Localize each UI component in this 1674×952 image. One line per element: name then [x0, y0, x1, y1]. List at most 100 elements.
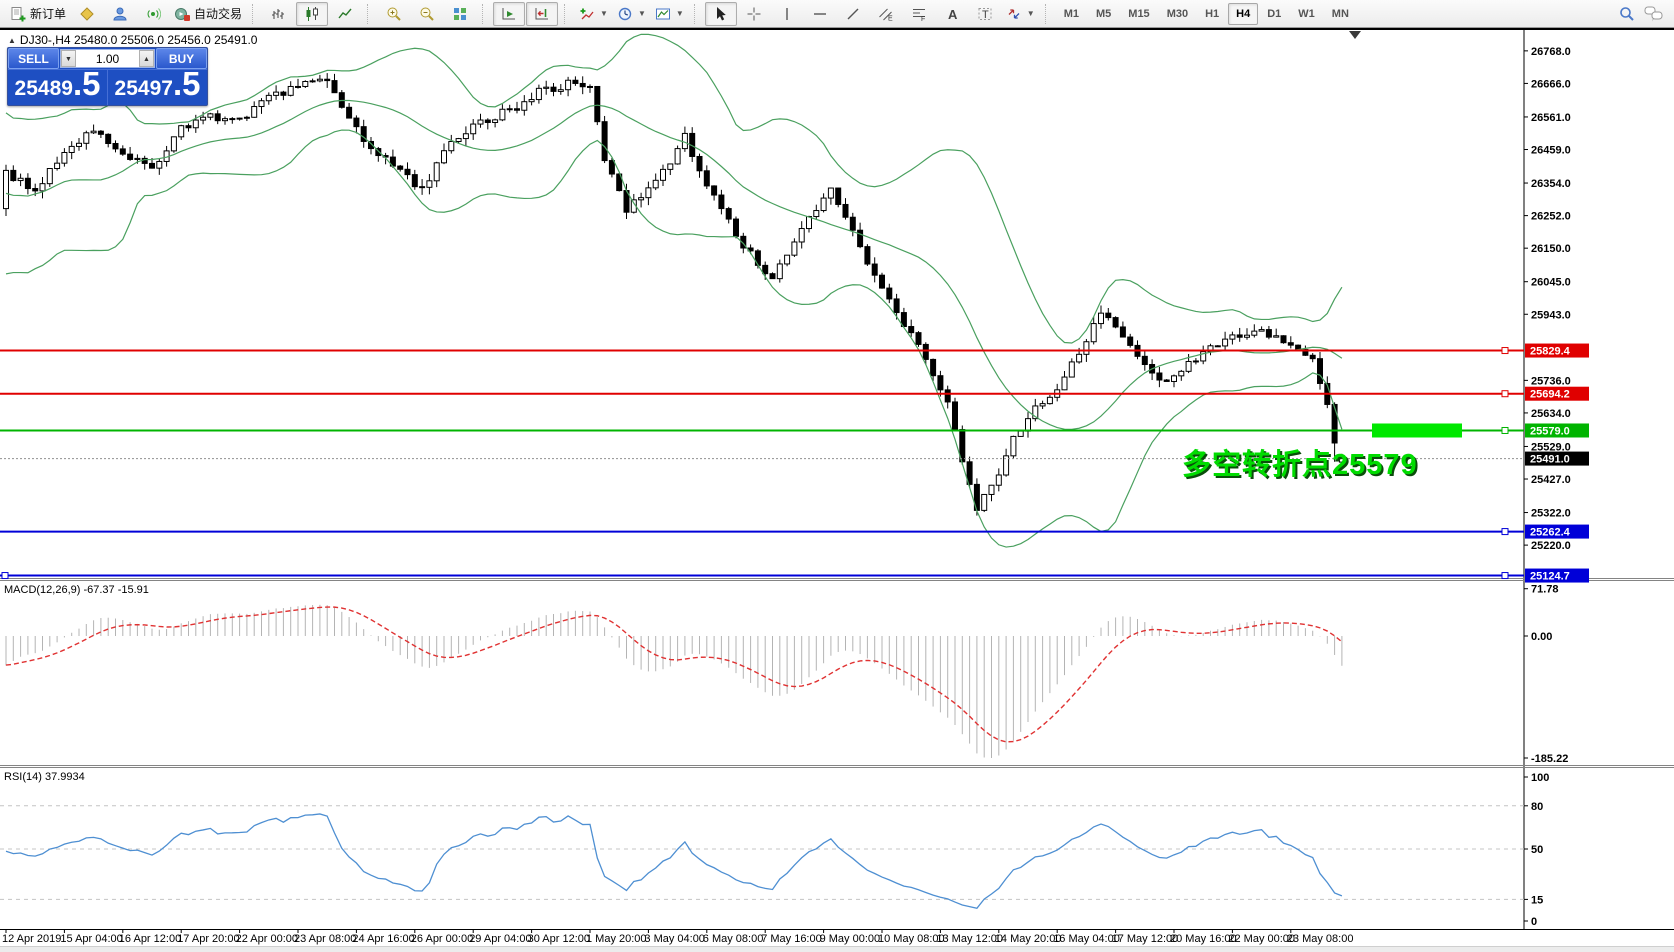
fibonacci-tool-button[interactable]: F	[903, 2, 935, 26]
svg-text:25322.0: 25322.0	[1531, 508, 1571, 520]
svg-text:17 May 12:00: 17 May 12:00	[1112, 933, 1179, 945]
svg-text:13 May 12:00: 13 May 12:00	[936, 933, 1003, 945]
svg-text:25220.0: 25220.0	[1531, 540, 1571, 552]
annotation-text[interactable]: 多空转折点25579	[1182, 449, 1418, 481]
svg-text:25124.7: 25124.7	[1530, 571, 1570, 583]
timeframe-m15[interactable]: M15	[1128, 7, 1150, 20]
svg-text:6 May 08:00: 6 May 08:00	[703, 933, 764, 945]
chart-shift-button[interactable]	[526, 1, 559, 26]
vertical-line-tool-button[interactable]	[771, 2, 803, 26]
new-order-icon	[11, 6, 26, 21]
volume-increase-button[interactable]: ▲	[139, 50, 154, 67]
candles[interactable]	[3, 73, 1345, 516]
line-chart-type-button[interactable]	[329, 2, 361, 26]
periods-button[interactable]: ▼	[613, 2, 650, 26]
timeframe-h1[interactable]: H1	[1205, 7, 1220, 20]
timeframe-w1[interactable]: W1	[1298, 7, 1315, 20]
signals-button[interactable]	[137, 2, 169, 26]
cursor-tool-button[interactable]	[704, 1, 737, 26]
svg-text:23 May 08:00: 23 May 08:00	[1287, 933, 1354, 945]
svg-text:50: 50	[1531, 844, 1543, 856]
fibonacci-icon: F	[912, 8, 925, 22]
autotrading-button[interactable]: 自动交易	[170, 2, 246, 26]
tile-windows-button[interactable]	[444, 2, 476, 26]
price-axis[interactable]: 26768.0 26666.0 26561.0 26459.0 26354.0 26252…	[1524, 46, 1589, 928]
crosshair-tool-button[interactable]	[738, 2, 770, 26]
svg-text:15: 15	[1531, 894, 1543, 906]
timeframe-group: M1 M5 M15 M30 H1 H4 D1 W1 MN	[1056, 2, 1357, 25]
svg-text:25736.0: 25736.0	[1531, 375, 1571, 387]
timeframe-mn[interactable]: MN	[1331, 7, 1349, 20]
svg-text:1 May 20:00: 1 May 20:00	[586, 933, 647, 945]
chart-shift-icon	[535, 7, 549, 19]
auto-scroll-button[interactable]	[493, 1, 526, 26]
zoom-out-button[interactable]	[411, 2, 443, 26]
highlight-rectangle[interactable]	[1372, 423, 1462, 438]
horizontal-line-objects[interactable]	[0, 347, 1524, 580]
sell-price[interactable]: 25489.5	[8, 65, 107, 105]
crosshair-icon	[747, 7, 761, 20]
new-order-button[interactable]: 新订单	[6, 2, 70, 26]
bar-chart-type-button[interactable]	[263, 2, 295, 26]
svg-text:17 Apr 20:00: 17 Apr 20:00	[177, 933, 239, 945]
timeframe-m5[interactable]: M5	[1096, 7, 1112, 20]
templates-dropdown-caret[interactable]: ▼	[675, 9, 684, 18]
toolbar-right-group	[1618, 5, 1668, 23]
svg-text:25427.0: 25427.0	[1531, 474, 1571, 486]
sell-price-frac: .5	[72, 65, 101, 102]
svg-text:30 Apr 12:00: 30 Apr 12:00	[528, 933, 590, 945]
svg-text:22 May 00:00: 22 May 00:00	[1228, 933, 1295, 945]
indicators-add-icon	[580, 8, 594, 19]
volume-stepper: ▼ ▲	[60, 49, 155, 68]
svg-text:25634.0: 25634.0	[1531, 408, 1571, 420]
text-tool-button[interactable]: A	[936, 2, 968, 26]
rsi-label: RSI(14) 37.9934	[4, 771, 85, 783]
zoom-in-icon	[387, 7, 401, 21]
buy-button[interactable]: BUY	[156, 48, 207, 69]
macd-label: MACD(12,26,9) -67.37 -15.91	[4, 584, 149, 596]
periods-dropdown-caret[interactable]: ▼	[637, 9, 646, 18]
timeframe-d1[interactable]: D1	[1267, 7, 1282, 20]
horizontal-line-tool-button[interactable]	[804, 2, 836, 26]
buy-price[interactable]: 25497.5	[107, 67, 207, 105]
trendline-tool-button[interactable]	[837, 2, 869, 26]
sell-button[interactable]: SELL	[8, 48, 59, 69]
svg-text:T: T	[982, 9, 989, 21]
symbol-ohlc-line: ▲ DJ30-,H4 25480.0 25506.0 25456.0 25491.…	[8, 33, 257, 47]
vertical-line-icon	[786, 7, 788, 20]
indicators-dropdown-caret[interactable]: ▼	[600, 9, 608, 18]
new-order-label: 新订单	[30, 7, 67, 21]
indicators-button[interactable]: ▼	[575, 2, 612, 26]
arrows-tool-button[interactable]: ▼	[1002, 2, 1039, 26]
line-chart-icon	[338, 8, 352, 18]
svg-text:15 Apr 04:00: 15 Apr 04:00	[60, 933, 122, 945]
collapse-arrow-icon[interactable]: ▲	[8, 36, 16, 45]
svg-text:E: E	[888, 15, 893, 22]
svg-text:23 Apr 08:00: 23 Apr 08:00	[294, 933, 356, 945]
svg-text:25579.0: 25579.0	[1530, 425, 1570, 437]
timeframe-m1[interactable]: M1	[1063, 7, 1079, 20]
shift-marker-icon	[1349, 31, 1361, 39]
svg-text:7 May 16:00: 7 May 16:00	[761, 933, 822, 945]
community-button[interactable]	[104, 2, 136, 26]
templates-button[interactable]: ▼	[651, 2, 688, 26]
timeframe-m30[interactable]: M30	[1166, 7, 1189, 20]
zoom-in-button[interactable]	[378, 2, 410, 26]
volume-input[interactable]	[76, 50, 139, 67]
timeframe-h4[interactable]: H4	[1228, 2, 1259, 25]
search-icon[interactable]	[1618, 5, 1636, 23]
arrows-dropdown-caret[interactable]: ▼	[1026, 9, 1035, 18]
text-label-tool-button[interactable]: T	[969, 2, 1001, 26]
arrows-icon	[1008, 8, 1020, 19]
chat-icon[interactable]	[1644, 5, 1664, 23]
toolbar: 新订单 自动交易 ▼ ▼	[0, 0, 1674, 28]
candlestick-chart-type-button[interactable]	[296, 1, 329, 26]
text-a-icon: A	[948, 7, 958, 22]
template-chart-icon	[655, 8, 670, 19]
metaeditor-icon	[80, 6, 94, 21]
equidistant-channel-tool-button[interactable]: E	[870, 2, 902, 26]
metaeditor-button[interactable]	[71, 2, 103, 26]
volume-decrease-button[interactable]: ▼	[61, 50, 76, 67]
